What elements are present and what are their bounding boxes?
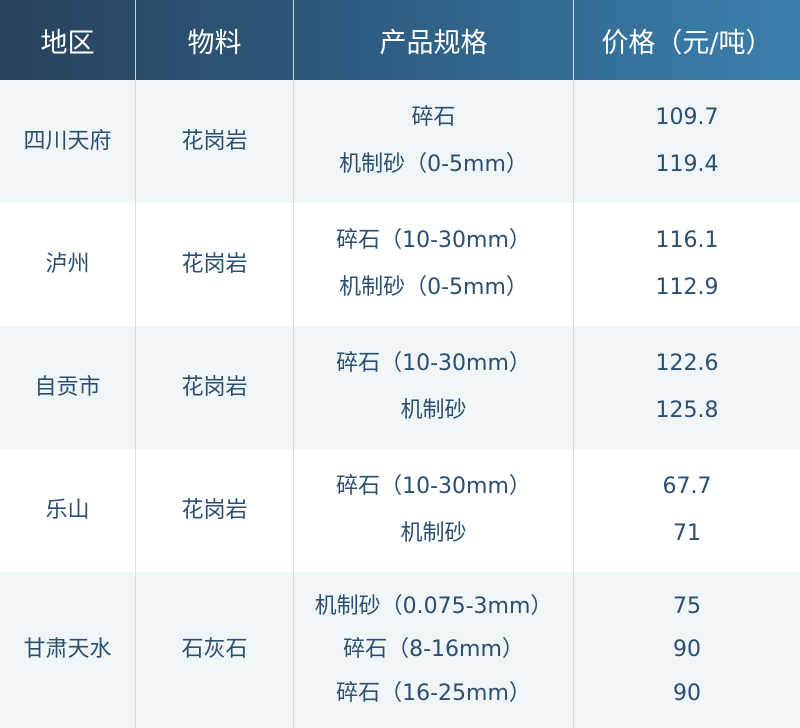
- region-cell: 乐山: [0, 449, 136, 572]
- spec-cell: 碎石（10-30mm） 机制砂: [294, 326, 574, 449]
- material-name: 花岗岩: [181, 251, 248, 277]
- product-price: 125.8: [655, 398, 719, 423]
- material-cell: 石灰石: [136, 572, 294, 728]
- region-name: 自贡市: [34, 374, 101, 400]
- material-name: 花岗岩: [181, 497, 248, 523]
- product-spec: 碎石: [411, 105, 456, 130]
- product-price: 75: [673, 593, 701, 619]
- region-cell: 自贡市: [0, 326, 136, 449]
- product-price: 112.9: [655, 275, 719, 300]
- region-name: 四川天府: [23, 128, 112, 154]
- product-price: 116.1: [655, 228, 719, 253]
- price-cell: 67.7 71: [574, 449, 800, 572]
- product-price: 109.7: [655, 105, 719, 130]
- header-price: 价格（元/吨）: [601, 27, 773, 59]
- spec-cell: 碎石（10-30mm） 机制砂（0-5mm）: [294, 203, 574, 326]
- table-row: 四川天府 花岗岩 碎石机制砂（0-5mm） 109.7 119.4: [0, 80, 800, 203]
- material-name: 花岗岩: [181, 128, 248, 154]
- product-spec: 机制砂（0-5mm）: [339, 275, 528, 300]
- product-spec: 机制砂（0.075-3mm）: [314, 593, 553, 619]
- product-price: 71: [673, 521, 701, 546]
- header-spec: 产品规格: [294, 0, 574, 80]
- region-name: 泸州: [45, 251, 90, 277]
- spec-cell: 碎石机制砂（0-5mm）: [294, 80, 574, 203]
- product-spec: 碎石（10-30mm）: [336, 228, 531, 253]
- price-cell: 109.7 119.4: [574, 80, 800, 203]
- material-cell: 花岗岩: [136, 326, 294, 449]
- product-price: 119.4: [655, 152, 719, 177]
- product-spec: 碎石（10-30mm）: [336, 351, 531, 376]
- product-spec: 机制砂: [400, 398, 467, 423]
- region-cell: 甘肃天水: [0, 572, 136, 728]
- header-region: 地区: [0, 0, 136, 80]
- price-cell: 122.6 125.8: [574, 326, 800, 449]
- region-name: 甘肃天水: [23, 637, 112, 662]
- header-material: 物料: [136, 0, 294, 80]
- product-spec: 碎石（10-30mm）: [336, 474, 531, 499]
- region-cell: 四川天府: [0, 80, 136, 203]
- material-name: 石灰石: [181, 637, 248, 662]
- table-row: 甘肃天水 石灰石 机制砂（0.075-3mm） 碎石（8-16mm） 碎石（16-25m…: [0, 572, 800, 728]
- price-cell: 116.1 112.9: [574, 203, 800, 326]
- region-name: 乐山: [45, 497, 90, 523]
- table-row: 乐山 花岗岩 碎石（10-30mm） 机制砂 67.7 71: [0, 449, 800, 572]
- product-price: 90: [673, 680, 701, 706]
- material-name: 花岗岩: [181, 374, 248, 400]
- spec-cell: 碎石（10-30mm） 机制砂: [294, 449, 574, 572]
- material-cell: 花岗岩: [136, 80, 294, 203]
- product-spec: 碎石（16-25mm）: [336, 680, 531, 706]
- table-header: 地区 物料 产品规格 价格（元/吨）: [0, 0, 800, 80]
- product-spec: 机制砂: [400, 521, 467, 546]
- product-price: 90: [673, 637, 701, 662]
- material-cell: 花岗岩: [136, 203, 294, 326]
- product-spec: 碎石（8-16mm）: [343, 637, 524, 662]
- region-cell: 泸州: [0, 203, 136, 326]
- price-cell: 75 90 90: [574, 572, 800, 728]
- product-price: 122.6: [655, 351, 719, 376]
- table-row: 自贡市 花岗岩 碎石（10-30mm） 机制砂 122.6 125.8: [0, 326, 800, 449]
- table-body: 四川天府 花岗岩 碎石 机制砂（0-5mm） 109.7 119.4 泸州 花岗岩 碎石（10-…: [0, 80, 800, 728]
- product-price: 67.7: [662, 474, 712, 499]
- product-spec: 机制砂（0-5mm）: [339, 152, 528, 177]
- table-row: 泸州 花岗岩 碎石（10-30mm） 机制砂（0-5mm） 116.1 112.9: [0, 203, 800, 326]
- material-cell: 花岗岩: [136, 449, 294, 572]
- spec-cell: 机制砂（0.075-3mm） 碎石（8-16mm） 碎石（16-25mm）: [294, 572, 574, 728]
